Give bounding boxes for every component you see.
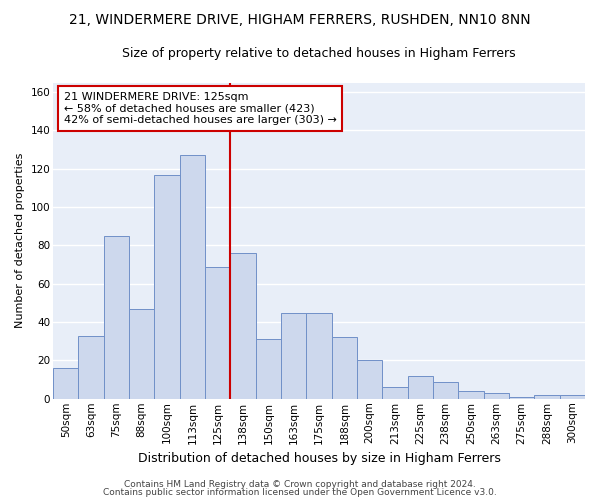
Y-axis label: Number of detached properties: Number of detached properties (15, 153, 25, 328)
Bar (560, 395, 585, 399)
Bar (458, 391, 484, 399)
Bar (407, 376, 433, 399)
Bar (281, 312, 307, 399)
Bar (180, 156, 205, 399)
Bar (509, 397, 535, 399)
X-axis label: Distribution of detached houses by size in Higham Ferrers: Distribution of detached houses by size … (137, 452, 500, 465)
Bar (332, 338, 357, 399)
Bar (535, 395, 560, 399)
Bar (205, 266, 230, 399)
Bar (433, 382, 458, 399)
Bar (256, 340, 281, 399)
Text: Contains public sector information licensed under the Open Government Licence v3: Contains public sector information licen… (103, 488, 497, 497)
Bar (154, 174, 180, 399)
Text: Contains HM Land Registry data © Crown copyright and database right 2024.: Contains HM Land Registry data © Crown c… (124, 480, 476, 489)
Bar (357, 360, 382, 399)
Bar (382, 388, 407, 399)
Bar (79, 336, 104, 399)
Bar (230, 253, 256, 399)
Bar (129, 308, 154, 399)
Text: 21, WINDERMERE DRIVE, HIGHAM FERRERS, RUSHDEN, NN10 8NN: 21, WINDERMERE DRIVE, HIGHAM FERRERS, RU… (69, 12, 531, 26)
Text: 21 WINDERMERE DRIVE: 125sqm
← 58% of detached houses are smaller (423)
42% of se: 21 WINDERMERE DRIVE: 125sqm ← 58% of det… (64, 92, 337, 125)
Bar (104, 236, 129, 399)
Bar (307, 312, 332, 399)
Bar (484, 393, 509, 399)
Title: Size of property relative to detached houses in Higham Ferrers: Size of property relative to detached ho… (122, 48, 516, 60)
Bar (53, 368, 79, 399)
